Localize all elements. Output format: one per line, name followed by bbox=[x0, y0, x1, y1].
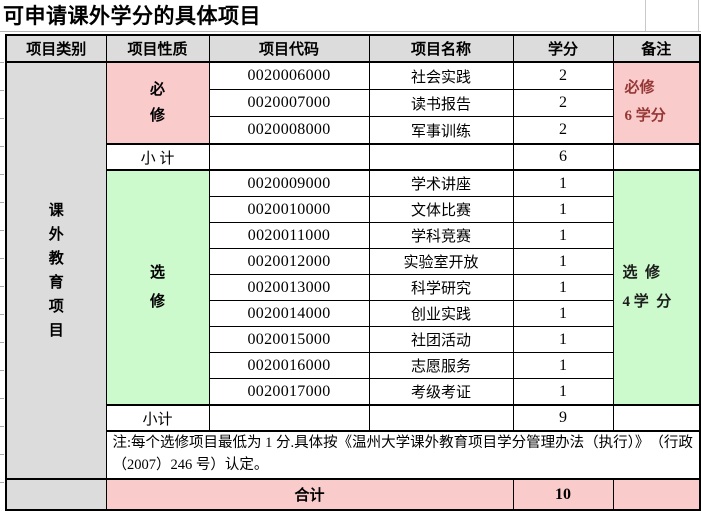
table-row: 课外教育项目 必 修 0020006000 社会实践 2 必修 6 学分 bbox=[5, 61, 701, 480]
credit-value: 1 bbox=[512, 248, 614, 275]
subtotal-label: 小 计 bbox=[105, 143, 210, 171]
table-row: 0020010000 文体比赛 1 bbox=[6, 196, 700, 223]
subtotal-label: 小计 bbox=[105, 404, 210, 432]
project-name: 志愿服务 bbox=[368, 352, 514, 379]
empty-cell bbox=[368, 143, 514, 171]
project-name: 读书报告 bbox=[368, 89, 514, 117]
credit-value: 1 bbox=[512, 222, 614, 249]
page-title: 可申请课外学分的具体项目 bbox=[3, 5, 261, 28]
project-name: 考级考证 bbox=[368, 378, 514, 406]
table-row: 0020011000 学科竞赛 1 bbox=[6, 222, 700, 249]
subtotal-value: 9 bbox=[512, 404, 614, 432]
note-text: 注:每个选修项目最低为 1 分.具体按《温州大学课外教育项目学分管理办法（执行）… bbox=[105, 430, 701, 480]
project-name: 创业实践 bbox=[368, 300, 514, 327]
header-row: 项目类别 项目性质 项目代码 项目名称 学分 备注 bbox=[5, 34, 701, 63]
table-row: 0020016000 志愿服务 1 bbox=[6, 352, 700, 379]
total-value: 10 bbox=[512, 478, 614, 511]
subtotal-value: 6 bbox=[512, 143, 614, 171]
table-row: 选 修 0020009000 学术讲座 1 选 修 4 学 分 bbox=[6, 169, 701, 406]
header-project-category: 项目类别 bbox=[5, 34, 107, 63]
credit-value: 2 bbox=[512, 61, 614, 90]
nature-required-cell: 必 修 bbox=[105, 61, 210, 145]
credit-value: 2 bbox=[512, 89, 614, 117]
project-name: 军事训练 bbox=[368, 116, 514, 145]
table-row: 0020014000 创业实践 1 bbox=[6, 300, 700, 327]
project-code: 0020010000 bbox=[208, 196, 370, 223]
table-row: 0020012000 实验室开放 1 bbox=[6, 248, 700, 275]
project-code: 0020017000 bbox=[208, 378, 370, 406]
project-name: 实验室开放 bbox=[368, 248, 514, 275]
sheet-gridline-vertical-2 bbox=[698, 0, 699, 31]
header-project-name: 项目名称 bbox=[368, 34, 514, 63]
sheet-row-ticks bbox=[0, 35, 4, 493]
category-cell: 课外教育项目 bbox=[5, 61, 107, 480]
category-bottom-cell bbox=[5, 478, 107, 511]
project-name: 文体比赛 bbox=[368, 196, 514, 223]
total-label: 合计 bbox=[105, 478, 514, 511]
header-credits: 学分 bbox=[512, 34, 614, 63]
sheet-gridline-vertical-1 bbox=[645, 0, 646, 31]
project-code: 0020006000 bbox=[208, 61, 370, 90]
header-project-nature: 项目性质 bbox=[105, 34, 210, 63]
header-project-code: 项目代码 bbox=[208, 34, 370, 63]
credits-table: 项目类别 项目性质 项目代码 项目名称 学分 备注 课外教育项目 必 修 002… bbox=[5, 34, 701, 511]
project-code: 0020011000 bbox=[208, 222, 370, 249]
credit-value: 1 bbox=[512, 196, 614, 223]
project-name: 学术讲座 bbox=[368, 169, 514, 197]
credit-value: 1 bbox=[512, 169, 614, 197]
subtotal-required-row: 小 计 6 bbox=[6, 143, 701, 171]
table-row: 0020017000 考级考证 1 bbox=[6, 378, 700, 406]
empty-cell bbox=[612, 478, 701, 511]
sheet-gridline-horizontal bbox=[0, 31, 701, 32]
project-code: 0020013000 bbox=[208, 274, 370, 301]
project-name: 社团活动 bbox=[368, 326, 514, 353]
note-row: 注:每个选修项目最低为 1 分.具体按《温州大学课外教育项目学分管理办法（执行）… bbox=[6, 430, 701, 480]
remark-required-cell: 必修 6 学分 bbox=[612, 61, 701, 145]
project-code: 0020009000 bbox=[208, 169, 370, 197]
header-remarks: 备注 bbox=[612, 34, 701, 63]
category-label: 课外教育项目 bbox=[48, 202, 64, 339]
total-row: 合计 10 bbox=[5, 478, 701, 511]
project-code: 0020007000 bbox=[208, 89, 370, 117]
empty-cell bbox=[368, 404, 514, 432]
nature-elective-cell: 选 修 bbox=[105, 169, 210, 406]
project-code: 0020015000 bbox=[208, 326, 370, 353]
credit-value: 1 bbox=[512, 300, 614, 327]
project-code: 0020012000 bbox=[208, 248, 370, 275]
project-name: 学科竞赛 bbox=[368, 222, 514, 249]
credit-value: 1 bbox=[512, 352, 614, 379]
project-name: 科学研究 bbox=[368, 274, 514, 301]
project-code: 0020014000 bbox=[208, 300, 370, 327]
empty-cell bbox=[612, 404, 701, 432]
empty-cell bbox=[208, 143, 370, 171]
project-code: 0020008000 bbox=[208, 116, 370, 145]
subtotal-elective-row: 小计 9 bbox=[6, 404, 701, 432]
project-name: 社会实践 bbox=[368, 61, 514, 90]
credit-value: 1 bbox=[512, 326, 614, 353]
credit-value: 1 bbox=[512, 274, 614, 301]
project-code: 0020016000 bbox=[208, 352, 370, 379]
remark-elective-cell: 选 修 4 学 分 bbox=[612, 169, 701, 406]
table-row: 0020007000 读书报告 2 bbox=[6, 89, 700, 117]
credit-value: 1 bbox=[512, 378, 614, 406]
credit-value: 2 bbox=[512, 116, 614, 145]
empty-cell bbox=[208, 404, 370, 432]
empty-cell bbox=[612, 143, 701, 171]
